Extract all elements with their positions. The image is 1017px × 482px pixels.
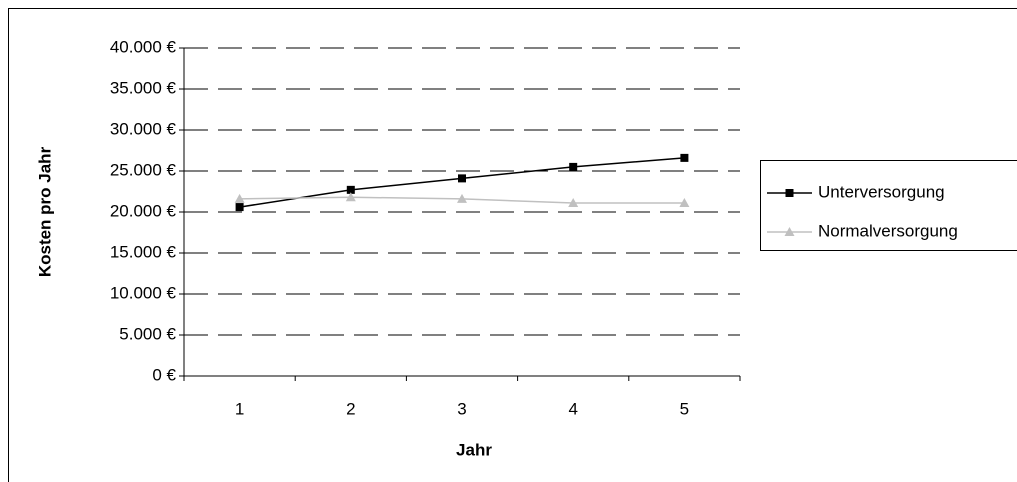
x-axis-label: Jahr — [456, 440, 492, 459]
x-tick-label: 4 — [568, 399, 577, 418]
legend-label: Unterversorgung — [818, 182, 945, 201]
marker — [345, 192, 356, 202]
marker — [568, 197, 579, 207]
y-tick-label: 15.000 € — [110, 242, 177, 261]
marker — [679, 197, 690, 207]
y-tick-label: 40.000 € — [110, 37, 177, 56]
marker — [234, 193, 245, 203]
y-tick-label: 30.000 € — [110, 119, 177, 138]
legend-box — [760, 160, 1017, 251]
y-tick-label: 25.000 € — [110, 160, 177, 179]
marker — [458, 174, 466, 183]
marker — [235, 203, 244, 212]
y-tick-label: 0 € — [152, 365, 176, 384]
y-tick-label: 5.000 € — [119, 324, 176, 343]
marker — [785, 189, 794, 197]
x-tick-label: 5 — [680, 399, 689, 418]
y-tick-label: 10.000 € — [110, 283, 177, 302]
marker — [784, 227, 795, 236]
marker — [680, 153, 689, 162]
y-tick-label: 35.000 € — [110, 78, 177, 97]
marker — [569, 162, 578, 171]
legend-label: Normalversorgung — [818, 221, 958, 240]
y-tick-label: 20.000 € — [110, 201, 177, 220]
marker — [457, 193, 467, 203]
x-tick-label: 1 — [235, 399, 244, 418]
x-tick-label: 2 — [346, 399, 355, 418]
y-axis-label: Kosten pro Jahr — [35, 146, 54, 277]
x-tick-label: 3 — [457, 399, 466, 418]
marker — [346, 185, 355, 194]
